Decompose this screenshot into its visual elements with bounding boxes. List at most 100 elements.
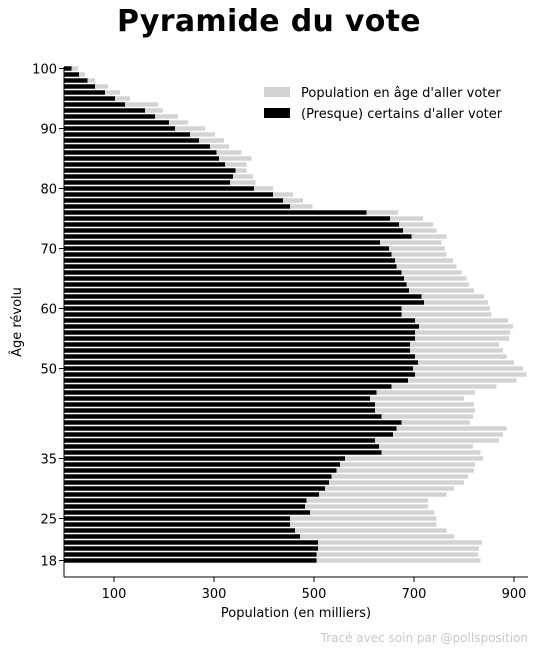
bar-certain-age-97 (64, 84, 95, 89)
bar-certain-age-99 (64, 72, 79, 77)
y-tick-label: 18 (40, 555, 57, 570)
bar-certain-age-55 (64, 336, 415, 341)
bar-certain-age-56 (64, 330, 415, 335)
bar-certain-age-76 (64, 210, 367, 215)
bar-certain-age-77 (64, 204, 290, 209)
bar-certain-age-60 (64, 306, 402, 311)
bar-certain-age-64 (64, 282, 407, 287)
bar-certain-age-36 (64, 450, 382, 455)
bar-certain-age-51 (64, 360, 418, 365)
y-tick-label: 25 (40, 513, 57, 528)
bar-certain-age-89 (64, 132, 190, 137)
bar-certain-age-66 (64, 270, 402, 275)
bar-certain-age-39 (64, 432, 393, 437)
bar-certain-age-80 (64, 186, 254, 191)
bar-certain-age-43 (64, 408, 375, 413)
bar-certain-age-61 (64, 300, 424, 305)
bar-certain-age-84 (64, 162, 225, 167)
y-tick-label: 100 (32, 63, 57, 78)
legend-label-certain: (Presque) certains d'aller voter (301, 107, 503, 122)
bar-certain-age-34 (64, 462, 340, 467)
bar-certain-age-25 (64, 516, 290, 521)
x-tick-label: 300 (202, 587, 227, 602)
legend-swatch-eligible (264, 87, 290, 97)
bar-certain-age-32 (64, 474, 332, 479)
y-axis-ticks: 18 25 35 50 60 70 80 90 100 (32, 63, 64, 570)
bar-certain-age-27 (64, 504, 305, 509)
bar-certain-age-87 (64, 144, 210, 149)
bar-certain-age-58 (64, 318, 415, 323)
bar-certain-age-18 (64, 558, 317, 563)
bar-certain-age-83 (64, 168, 236, 173)
bar-certain-age-79 (64, 192, 273, 197)
bar-certain-age-50 (64, 366, 413, 371)
bar-certain-age-81 (64, 180, 230, 185)
bar-certain-age-49 (64, 372, 415, 377)
bar-certain-age-54 (64, 342, 410, 347)
bar-certain-age-75 (64, 216, 390, 221)
bar-certain-age-38 (64, 438, 375, 443)
y-tick-label: 80 (40, 183, 57, 198)
x-tick-label: 700 (402, 587, 427, 602)
bar-certain-age-91 (64, 120, 169, 125)
bar-certain-age-86 (64, 150, 217, 155)
bar-certain-age-24 (64, 522, 290, 527)
x-tick-label: 100 (102, 587, 127, 602)
bar-certain-age-88 (64, 138, 199, 143)
bar-certain-age-30 (64, 486, 325, 491)
bar-certain-age-41 (64, 420, 402, 425)
bar-certain-age-29 (64, 492, 319, 497)
bar-certain-age-78 (64, 198, 283, 203)
y-axis-label: Âge révolu (9, 287, 25, 357)
series-certain-bars (64, 66, 424, 563)
bar-certain-age-47 (64, 384, 392, 389)
bar-certain-age-96 (64, 90, 105, 95)
bar-certain-age-63 (64, 288, 409, 293)
x-tick-label: 500 (302, 587, 327, 602)
y-tick-label: 50 (40, 363, 57, 378)
bar-certain-age-46 (64, 390, 377, 395)
bar-certain-age-65 (64, 276, 404, 281)
bar-certain-age-33 (64, 468, 337, 473)
x-tick-label: 900 (502, 587, 527, 602)
bar-certain-age-42 (64, 414, 382, 419)
bar-certain-age-98 (64, 78, 88, 83)
x-axis-ticks: 100 300 500 700 900 (102, 577, 527, 602)
bar-certain-age-44 (64, 402, 375, 407)
bar-certain-age-53 (64, 348, 410, 353)
legend: Population en âge d'aller voter (Presque… (264, 86, 503, 122)
bar-certain-age-22 (64, 534, 300, 539)
bar-certain-age-19 (64, 552, 317, 557)
y-tick-label: 35 (40, 453, 57, 468)
x-axis-label: Population (en milliers) (221, 606, 371, 621)
legend-label-eligible: Population en âge d'aller voter (301, 86, 501, 101)
bar-certain-age-90 (64, 126, 175, 131)
bar-certain-age-68 (64, 258, 395, 263)
bar-certain-age-67 (64, 264, 397, 269)
bar-certain-age-28 (64, 498, 307, 503)
bar-certain-age-23 (64, 528, 295, 533)
bar-certain-age-73 (64, 228, 403, 233)
bar-certain-age-100 (64, 66, 72, 71)
credit-text: Tracé avec soin par @pollsposition (320, 631, 528, 645)
bar-certain-age-71 (64, 240, 380, 245)
bar-certain-age-70 (64, 246, 389, 251)
bar-certain-age-92 (64, 114, 155, 119)
bar-certain-age-95 (64, 96, 115, 101)
bar-certain-age-94 (64, 102, 125, 107)
y-tick-label: 90 (40, 123, 57, 138)
bar-certain-age-82 (64, 174, 233, 179)
bar-certain-age-93 (64, 108, 145, 113)
y-tick-label: 70 (40, 243, 57, 258)
bar-certain-age-59 (64, 312, 402, 317)
bar-certain-age-45 (64, 396, 370, 401)
bar-certain-age-57 (64, 324, 419, 329)
bar-certain-age-40 (64, 426, 397, 431)
bar-certain-age-37 (64, 444, 379, 449)
bar-certain-age-52 (64, 354, 415, 359)
y-tick-label: 60 (40, 303, 57, 318)
bar-certain-age-74 (64, 222, 399, 227)
bar-certain-age-35 (64, 456, 345, 461)
bar-certain-age-21 (64, 540, 318, 545)
